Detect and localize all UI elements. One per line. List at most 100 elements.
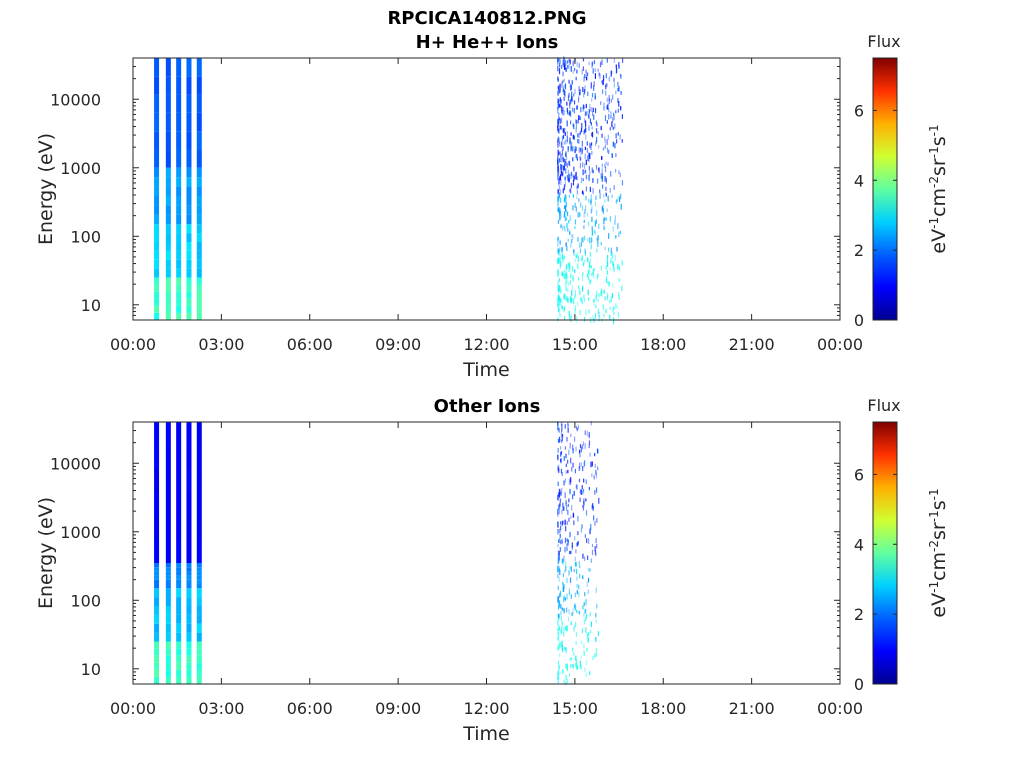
event-cell xyxy=(557,220,560,224)
event-cell xyxy=(590,243,592,250)
event-cell xyxy=(575,122,578,129)
stripe-3-band-0 xyxy=(186,648,192,656)
event-cell xyxy=(585,112,587,116)
x-tick-label: 18:00 xyxy=(640,699,686,718)
event-cell xyxy=(619,134,621,140)
event-cell xyxy=(613,312,615,316)
event-cell xyxy=(558,178,560,185)
event-cell xyxy=(620,106,622,111)
event-cell xyxy=(594,546,596,552)
event-cell xyxy=(580,640,583,644)
event-cell xyxy=(559,603,561,608)
stripe-1-band-0 xyxy=(165,298,171,306)
stripe-1-band-0 xyxy=(165,676,171,684)
y-tick-label: 100 xyxy=(70,591,101,610)
event-cell xyxy=(610,111,612,115)
event-cell xyxy=(608,247,610,252)
event-cell xyxy=(601,80,603,84)
event-cell xyxy=(606,147,609,153)
event-cell xyxy=(566,543,568,547)
event-cell xyxy=(557,257,559,264)
event-cell xyxy=(559,257,561,264)
event-cell xyxy=(584,556,586,561)
event-cell xyxy=(586,648,588,652)
event-cell xyxy=(573,175,575,181)
x-tick-label: 12:00 xyxy=(463,335,509,354)
event-cell xyxy=(569,577,572,583)
event-cell xyxy=(560,616,563,621)
event-cell xyxy=(567,211,569,216)
event-cell xyxy=(565,60,567,66)
event-cell xyxy=(589,264,591,268)
event-cell xyxy=(557,529,559,535)
stripe-2-band-1 xyxy=(176,259,182,269)
event-cell xyxy=(620,193,622,200)
event-cell xyxy=(567,469,569,474)
event-cell xyxy=(582,466,584,472)
event-cell xyxy=(595,128,598,134)
event-cell xyxy=(582,236,584,243)
event-cell xyxy=(569,566,571,570)
event-cell xyxy=(615,200,617,204)
event-cell xyxy=(595,141,597,147)
stripe-2-band-3 xyxy=(176,469,182,493)
y-tick-label: 10000 xyxy=(50,454,101,473)
event-cell xyxy=(559,503,561,508)
event-cell xyxy=(559,590,562,597)
event-cell xyxy=(588,487,591,491)
event-cell xyxy=(606,120,608,124)
event-cell xyxy=(593,299,595,306)
event-cell xyxy=(561,271,563,276)
event-cell xyxy=(557,521,559,526)
event-cell xyxy=(590,107,592,112)
event-cell xyxy=(560,214,562,219)
stripe-2-band-2 xyxy=(176,167,182,178)
event-cell xyxy=(570,594,572,599)
event-cell xyxy=(574,604,577,611)
event-cell xyxy=(559,210,562,216)
event-cell xyxy=(603,217,606,222)
event-cell xyxy=(610,260,612,264)
event-cell xyxy=(560,169,562,174)
event-cell xyxy=(560,141,563,148)
event-cell xyxy=(583,130,585,135)
stripe-1-band-1 xyxy=(165,605,171,615)
event-cell xyxy=(599,73,601,79)
event-cell xyxy=(567,175,569,181)
stripe-2-band-3 xyxy=(176,76,182,95)
stripe-1-band-3 xyxy=(165,539,171,564)
stripe-4-band-0 xyxy=(196,669,202,677)
event-cell xyxy=(561,439,563,444)
event-cell xyxy=(568,173,570,178)
event-cell xyxy=(557,282,559,287)
event-cell xyxy=(563,62,565,67)
event-cell xyxy=(602,79,604,86)
event-cell xyxy=(607,134,609,140)
event-cell xyxy=(561,110,563,114)
event-cell xyxy=(571,91,573,98)
event-cell xyxy=(572,123,575,127)
event-cell xyxy=(557,197,559,203)
event-cell xyxy=(575,426,578,430)
event-cell xyxy=(583,128,586,133)
event-cell xyxy=(581,485,583,490)
event-cell xyxy=(597,298,599,302)
event-cell xyxy=(581,190,584,195)
stripe-4-band-1 xyxy=(196,597,202,606)
event-cell xyxy=(558,593,561,599)
stripe-4-band-2 xyxy=(196,584,202,589)
event-cell xyxy=(557,306,560,312)
stripe-1-band-0 xyxy=(165,655,171,663)
event-cell xyxy=(570,457,572,464)
event-cell xyxy=(583,498,585,504)
event-cell xyxy=(562,573,565,578)
event-cell xyxy=(565,566,567,571)
event-cell xyxy=(565,153,567,157)
stripe-1-band-1 xyxy=(165,250,171,260)
event-cell xyxy=(590,144,592,151)
stripe-2-band-0 xyxy=(176,291,182,299)
event-cell xyxy=(615,133,617,139)
event-cell xyxy=(576,176,578,181)
event-cell xyxy=(603,194,605,198)
event-cell xyxy=(591,237,593,243)
